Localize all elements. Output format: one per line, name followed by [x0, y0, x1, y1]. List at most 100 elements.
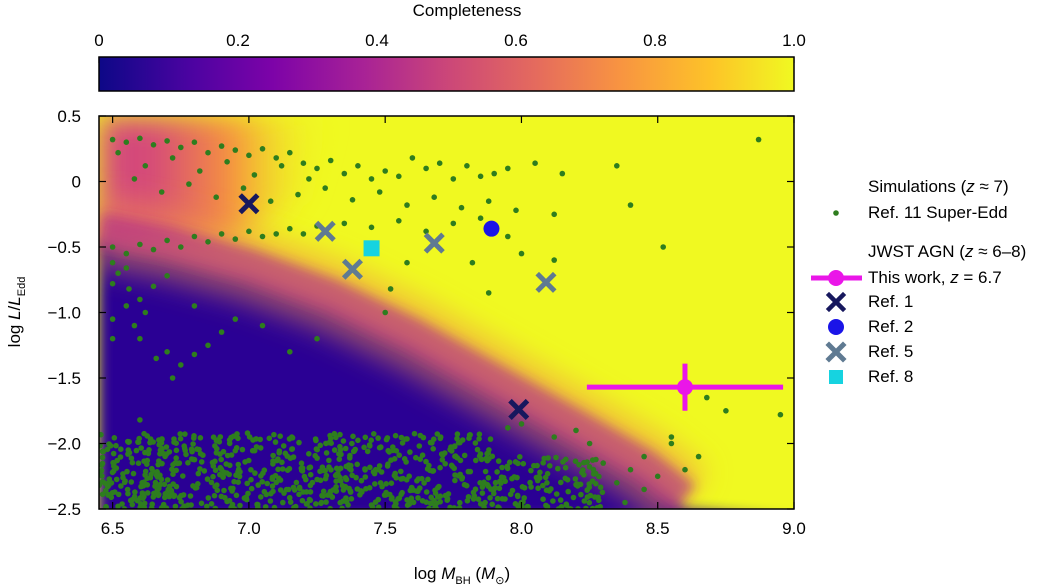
ref11-point [237, 502, 243, 509]
ref11-point [573, 427, 579, 434]
ref11-point [137, 135, 143, 142]
ref11-point [541, 455, 547, 462]
x-tick-label: 8.5 [646, 519, 670, 538]
ref11-point [540, 482, 546, 489]
ref11-point [279, 459, 285, 466]
legend-marker-ref5 [825, 341, 847, 363]
ref11-point [115, 491, 122, 498]
ref11-point [348, 496, 355, 502]
y-axis-label: log L/LEdd [5, 277, 28, 348]
ref11-point [375, 435, 381, 441]
ref11-point [506, 459, 513, 466]
ref11-point [306, 451, 312, 457]
ref11-point [253, 436, 259, 442]
ref11-point [124, 486, 131, 493]
ref11-point [339, 505, 345, 509]
ref11-point [164, 138, 170, 144]
ref11-point [259, 146, 266, 152]
colorbar-tick-label: 0.2 [226, 31, 250, 50]
ref11-point [424, 466, 431, 472]
ref11-point [289, 446, 295, 453]
completeness-map [99, 116, 794, 509]
ref11-point [504, 465, 511, 472]
ref11-point [385, 447, 392, 454]
ref11-point [182, 431, 188, 437]
ref11-point [563, 502, 570, 509]
x-tick-label: 7.5 [373, 519, 397, 538]
ref11-point [520, 460, 527, 467]
ref11-point [357, 492, 363, 498]
ref11-point [404, 202, 410, 208]
ref11-point [269, 476, 276, 482]
ref11-point [507, 491, 514, 498]
ref11-point [469, 259, 476, 266]
ref11-point [208, 479, 215, 486]
ref11-point [509, 475, 515, 482]
ref11-point [415, 495, 421, 501]
ref11-point [563, 456, 569, 463]
ref11-point [178, 144, 184, 151]
ref11-point [544, 503, 551, 509]
legend: Simulations (z ≈ 7) Ref. 11 Super-Edd JW… [811, 177, 1026, 386]
ref11-point [447, 504, 453, 509]
ref11-point [306, 176, 312, 182]
ref11-point [113, 442, 119, 449]
ref11-point [338, 478, 344, 484]
ref11-point [391, 503, 398, 509]
ref11-point [467, 468, 474, 475]
ref11-point [257, 445, 264, 451]
x-tick-label: 9.0 [782, 519, 806, 538]
ref11-point [109, 280, 116, 287]
ref11-point [336, 456, 343, 463]
ref11-point [399, 489, 405, 496]
ref11-point [131, 176, 138, 182]
ref11-point [592, 494, 598, 500]
ref11-point [461, 452, 468, 459]
ref11-point [325, 492, 331, 498]
ref11-point [430, 468, 437, 474]
ref11-point [463, 482, 470, 489]
ref11-point [152, 479, 159, 486]
ref11-point [473, 457, 479, 464]
ref11-point [218, 143, 225, 149]
ref11-point [99, 460, 106, 467]
ref11-point [224, 159, 230, 165]
ref11-point [285, 486, 292, 493]
ref11-point [287, 349, 293, 355]
ref11-point [251, 172, 258, 178]
ref11-point [192, 485, 199, 491]
ref11-point [540, 460, 546, 466]
ref11-point [411, 430, 418, 437]
ref11-point [371, 431, 377, 437]
ref11-point [236, 473, 243, 480]
ref11-point [518, 250, 525, 257]
ref11-point [178, 492, 184, 499]
ref11-point [355, 437, 361, 444]
ref-x-marker [535, 271, 557, 293]
ref11-point [484, 450, 490, 457]
ref11-point [191, 435, 197, 441]
ref11-point [337, 431, 343, 438]
ref11-point [232, 236, 239, 242]
ref11-point [235, 479, 241, 486]
ref11-point [212, 467, 219, 474]
ref11-point [104, 446, 111, 453]
legend-marker-ref11 [833, 210, 839, 216]
ref11-point [164, 349, 170, 355]
ref11-point [398, 476, 404, 482]
ref11-point [396, 173, 402, 180]
ref11-point [348, 462, 354, 469]
ref11-point [125, 451, 131, 457]
ref11-point [375, 496, 382, 503]
ref11-point [180, 473, 186, 479]
ref11-point [322, 475, 329, 482]
ref11-point [171, 436, 177, 442]
ref11-point [172, 503, 179, 509]
ref11-point [537, 469, 543, 476]
ref11-point [198, 500, 205, 507]
ref11-point [557, 497, 564, 503]
ref11-point [173, 455, 179, 461]
y-tick-label: 0 [72, 173, 81, 192]
ref11-point [268, 490, 274, 497]
ref11-point [320, 488, 327, 495]
